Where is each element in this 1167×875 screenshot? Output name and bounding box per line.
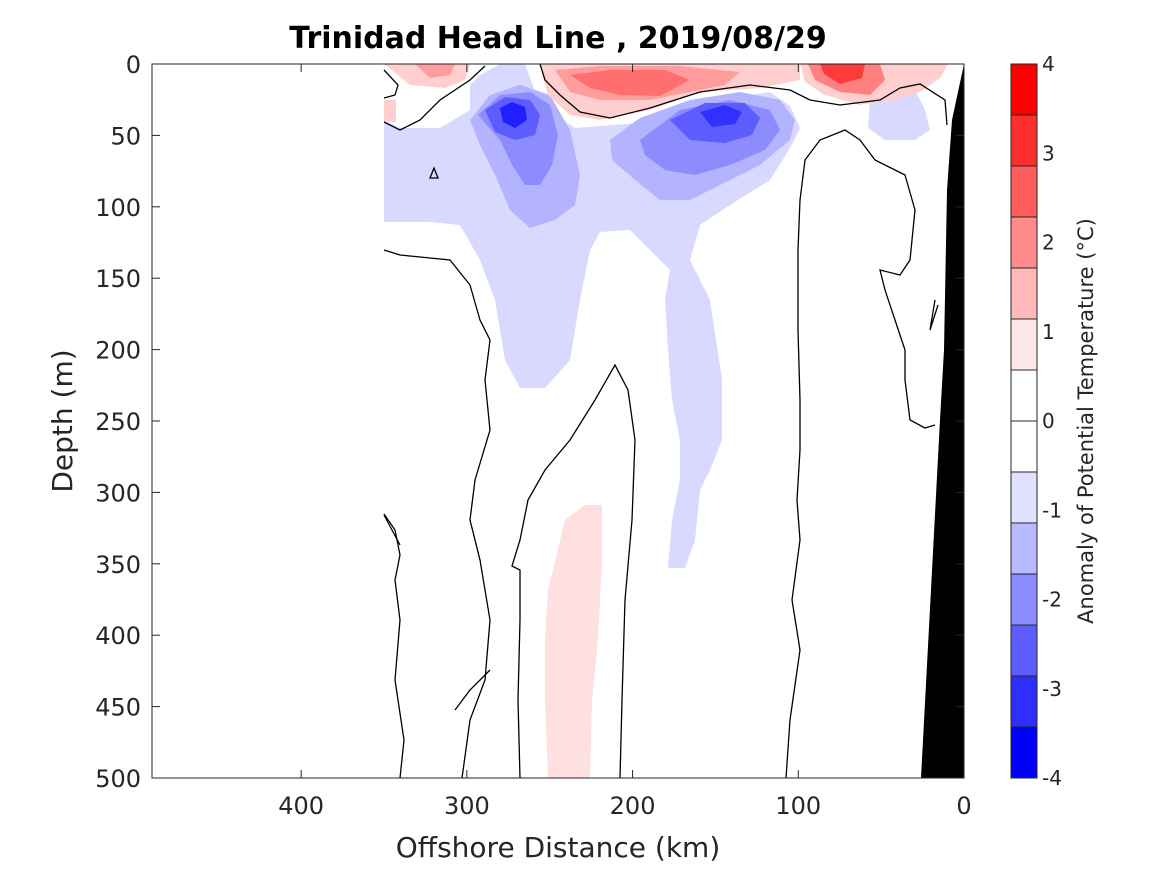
warm-core-2-inner — [570, 70, 690, 96]
colorbar-band — [1011, 727, 1037, 779]
land-topography — [921, 64, 964, 778]
cold-core-2-center — [700, 105, 742, 127]
contour-line-6 — [383, 514, 401, 546]
contour-line-4 — [383, 249, 491, 778]
zero-contours — [383, 64, 948, 778]
x-axis-label: Offshore Distance (km) — [396, 831, 721, 864]
y-tick-label: 50 — [110, 122, 141, 150]
colorbar-band — [1011, 472, 1037, 524]
cold-core-1-center — [500, 102, 527, 128]
warm-core-1b — [384, 100, 396, 122]
y-axis: 0 50 100 150 200 250 300 350 400 450 500 — [95, 51, 964, 793]
colorbar-tick-label: 2 — [1042, 231, 1055, 255]
colorbar-band — [1011, 319, 1037, 371]
contour-line-5 — [383, 513, 405, 778]
colorbar-tick-label: -3 — [1042, 677, 1062, 701]
chart-title: Trinidad Head Line , 2019/08/29 — [289, 21, 826, 56]
contour-line-2 — [383, 65, 486, 131]
x-tick-label: 0 — [956, 792, 971, 820]
contour-line-9 — [785, 129, 936, 778]
colorbar-band — [1011, 625, 1037, 677]
y-tick-label: 250 — [95, 408, 141, 436]
contour-line-11 — [429, 166, 439, 179]
colorbar-band — [1011, 574, 1037, 626]
colorbar-tick-label: 1 — [1042, 320, 1055, 344]
contour-line-7 — [454, 669, 491, 711]
colorbar-frame — [1010, 63, 1038, 779]
y-tick-label: 450 — [95, 694, 141, 722]
colorbar-band — [1011, 115, 1037, 167]
colorbar-band — [1011, 64, 1037, 116]
colorbar-band — [1011, 523, 1037, 575]
y-tick-label: 150 — [95, 265, 141, 293]
colorbar-tick-label: -2 — [1042, 588, 1062, 612]
deep-warm-band — [545, 505, 602, 778]
colorbar-band — [1011, 268, 1037, 320]
colorbar: 4 3 2 1 0 -1 -2 -3 -4 — [1010, 52, 1062, 790]
contour-line-8 — [511, 363, 636, 778]
y-tick-label: 300 — [95, 479, 141, 507]
colorbar-tick-label: 3 — [1042, 141, 1055, 165]
colorbar-label: Anomaly of Potential Temperature (°C) — [1074, 218, 1098, 624]
colorbar-band — [1011, 166, 1037, 218]
x-tick-label: 200 — [610, 792, 656, 820]
x-tick-label: 300 — [444, 792, 490, 820]
y-tick-label: 400 — [95, 622, 141, 650]
x-tick-label: 400 — [278, 792, 324, 820]
colorbar-tick-label: -1 — [1042, 498, 1062, 522]
colorbar-band — [1011, 217, 1037, 269]
cold-anomaly-region-left — [384, 135, 402, 190]
contour-line-1 — [383, 69, 399, 99]
colorbar-band — [1011, 370, 1037, 422]
colorbar-tick-label: 0 — [1042, 409, 1055, 433]
contour-line-10 — [929, 299, 939, 331]
warm-core-3-inner — [820, 64, 865, 84]
colorbar-tick-label: -4 — [1042, 766, 1062, 790]
warm-core-1-inner — [415, 64, 455, 78]
contour-line-3 — [539, 64, 948, 126]
y-axis-label: Depth (m) — [46, 349, 79, 492]
y-tick-label: 500 — [95, 765, 141, 793]
colorbar-band — [1011, 421, 1037, 473]
x-tick-label: 100 — [775, 792, 821, 820]
y-tick-label: 350 — [95, 551, 141, 579]
colorbar-band — [1011, 676, 1037, 728]
x-axis: 400 300 200 100 0 — [278, 64, 972, 820]
y-tick-label: 0 — [126, 51, 141, 79]
y-tick-label: 100 — [95, 194, 141, 222]
colorbar-tick-label: 4 — [1042, 52, 1055, 76]
y-tick-label: 200 — [95, 337, 141, 365]
plot-area — [152, 64, 964, 778]
